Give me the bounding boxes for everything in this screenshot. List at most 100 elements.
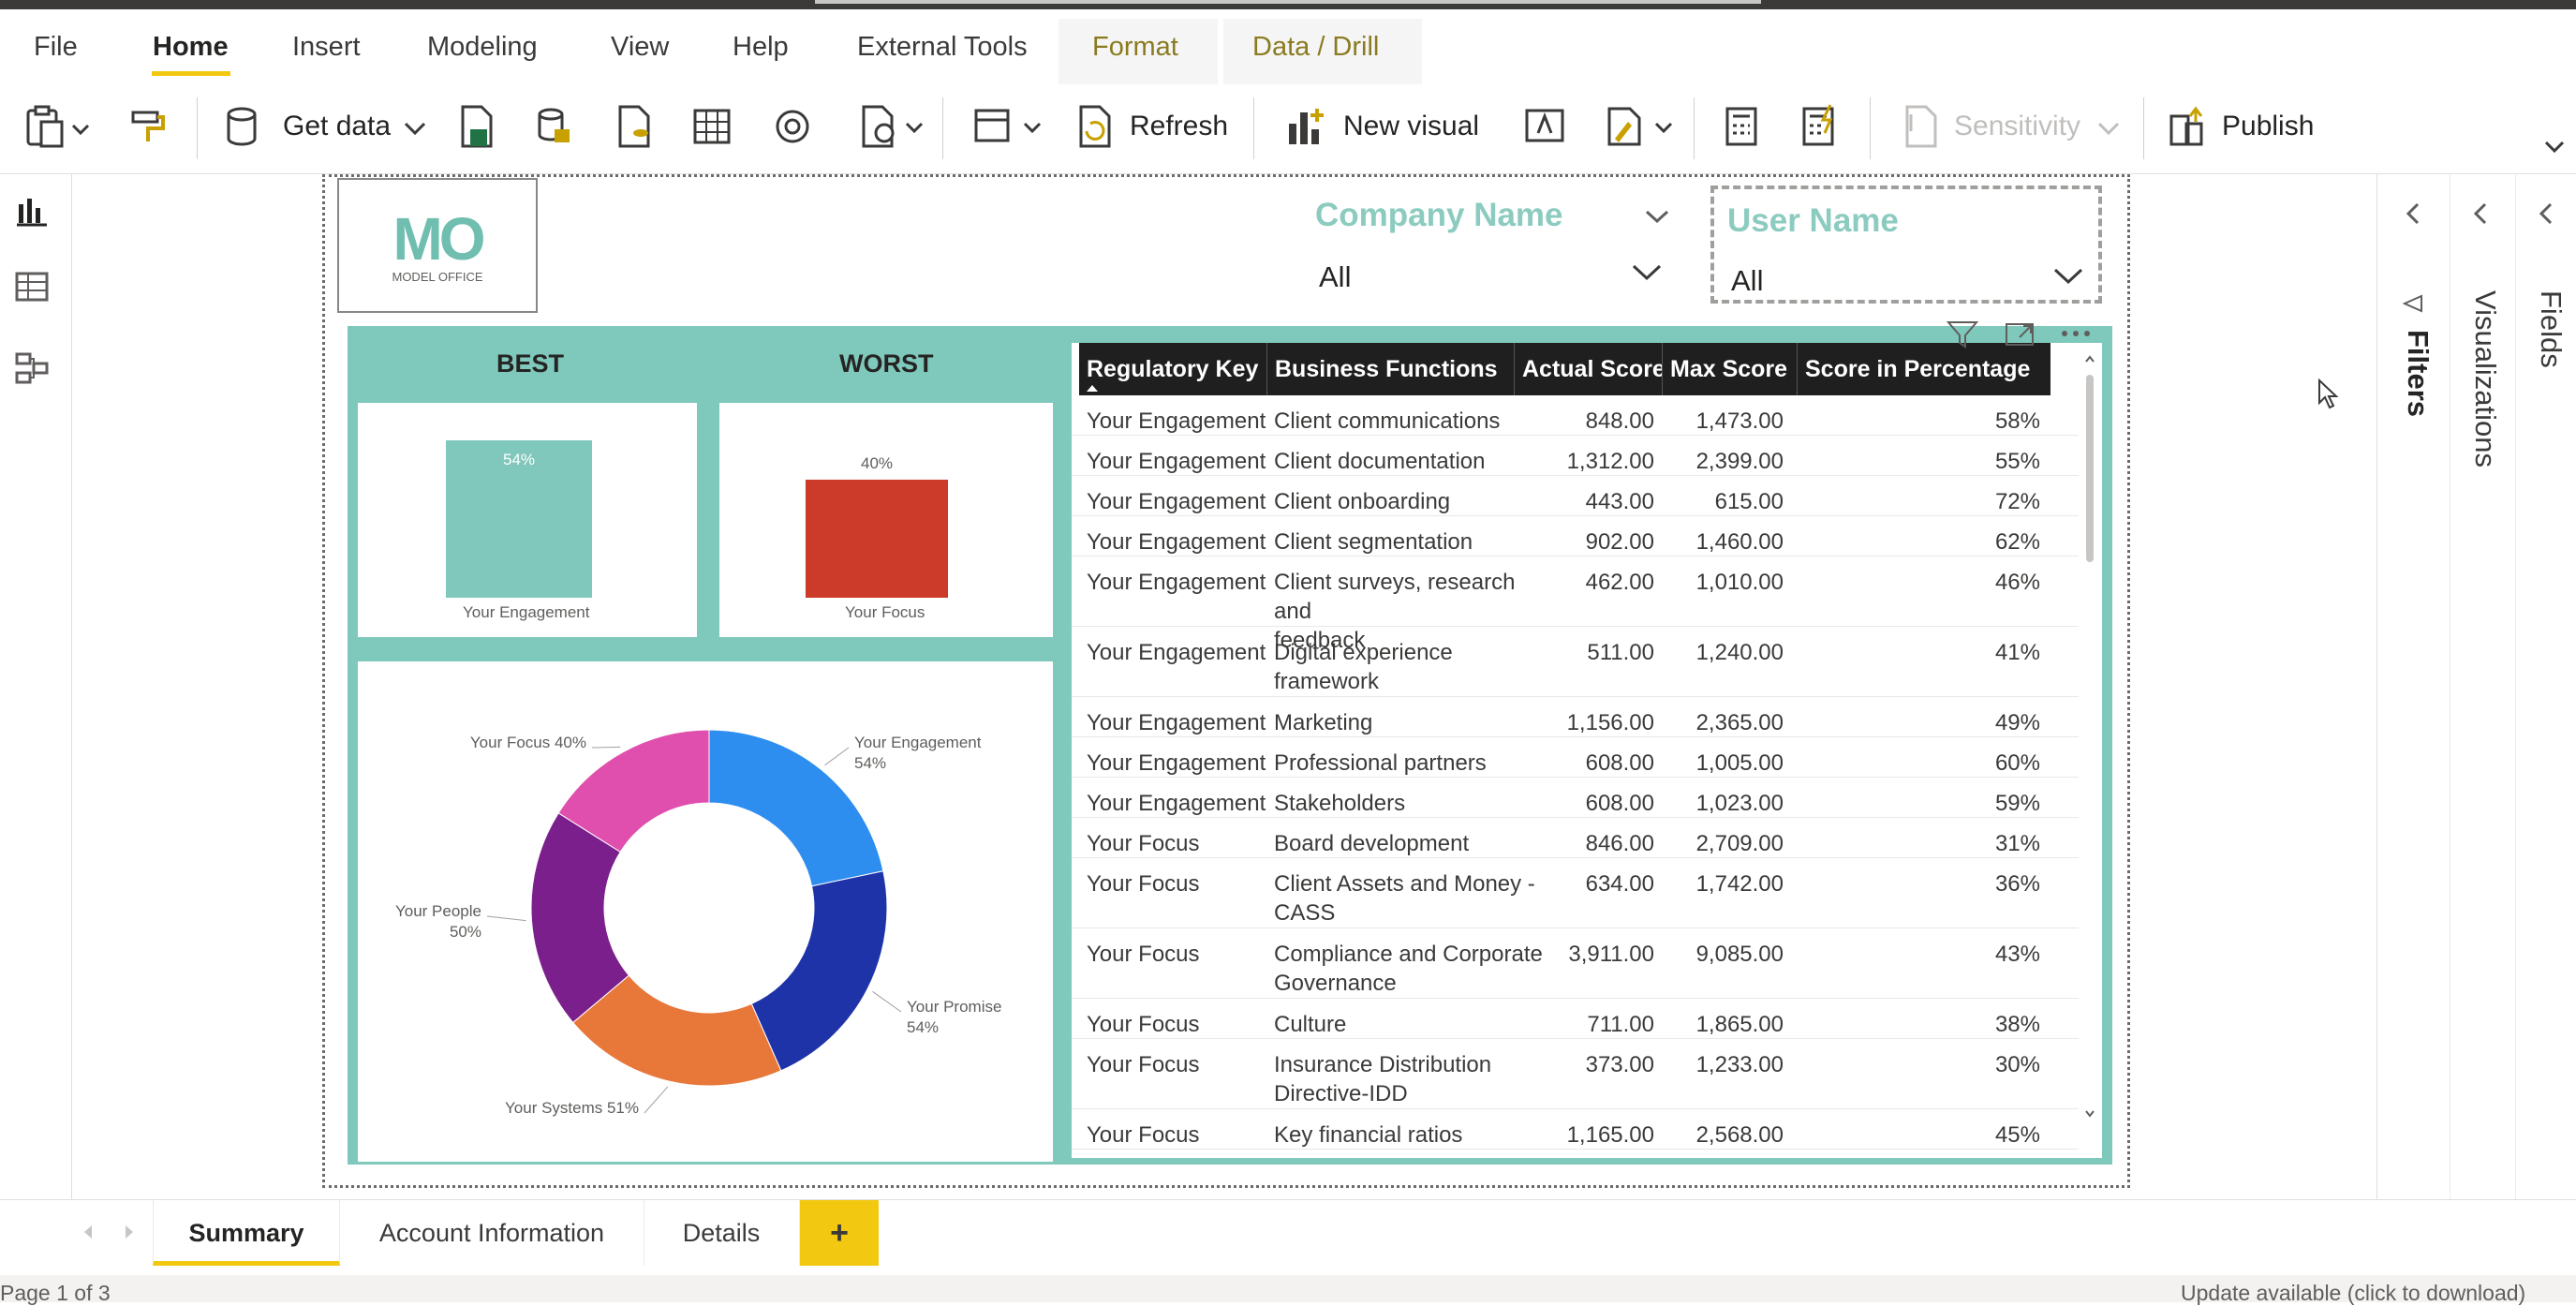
sort-ascending-icon[interactable] bbox=[1085, 383, 1100, 393]
data-view-icon[interactable] bbox=[13, 268, 51, 305]
table-row[interactable]: Your Engagement Client segmentation 902.00… bbox=[1072, 516, 2079, 557]
dataset-icon[interactable] bbox=[530, 103, 577, 150]
more-visuals-icon[interactable] bbox=[1602, 103, 1677, 150]
table-cell: Stakeholders bbox=[1274, 791, 1406, 816]
new-visual-button[interactable]: New visual bbox=[1343, 111, 1480, 141]
donut-slice[interactable] bbox=[572, 974, 782, 1087]
publish-icon[interactable] bbox=[2164, 103, 2211, 150]
page-tab-details[interactable]: Details bbox=[644, 1200, 800, 1266]
filter-icon[interactable] bbox=[1945, 319, 1980, 350]
table-row[interactable]: Your Engagement Client documentation 1,312… bbox=[1072, 436, 2079, 476]
scroll-tabs-left-icon[interactable] bbox=[79, 1223, 97, 1241]
model-view-icon[interactable] bbox=[13, 349, 51, 386]
focus-mode-icon[interactable] bbox=[2003, 319, 2038, 350]
table-row[interactable]: Your Focus Compliance and Corporate Gover… bbox=[1072, 928, 2079, 999]
visualizations-pane-label[interactable]: Visualizations bbox=[2469, 290, 2502, 467]
expand-visualizations-icon[interactable] bbox=[2470, 200, 2493, 227]
dataverse-icon[interactable] bbox=[770, 103, 817, 150]
col-header-max-score[interactable]: Max Score bbox=[1662, 343, 1798, 395]
refresh-button[interactable]: Refresh bbox=[1130, 111, 1229, 141]
col-header-business-functions[interactable]: Business Functions bbox=[1266, 343, 1515, 395]
best-bar-card[interactable]: 54% Your Engagement bbox=[358, 403, 697, 637]
refresh-icon[interactable] bbox=[1072, 103, 1118, 150]
expand-filters-icon[interactable] bbox=[2403, 200, 2425, 227]
table-cell: Client documentation bbox=[1274, 449, 1486, 474]
menu-view[interactable]: View bbox=[611, 32, 670, 62]
chevron-down-icon[interactable] bbox=[1643, 202, 1671, 230]
menu-insert[interactable]: Insert bbox=[292, 32, 361, 62]
chevron-down-icon[interactable] bbox=[2051, 262, 2085, 290]
donut-card[interactable]: Your Engagement 54% Your Promise 54% Your Sy… bbox=[358, 661, 1053, 1162]
publish-button[interactable]: Publish bbox=[2222, 111, 2315, 141]
menu-format[interactable]: Format bbox=[1092, 32, 1178, 62]
scroll-tabs-right-icon[interactable] bbox=[120, 1223, 139, 1241]
scroll-down-icon[interactable] bbox=[2083, 1107, 2096, 1120]
table-row[interactable]: Your Engagement Professional partners 608.… bbox=[1072, 737, 2079, 778]
fields-pane-label[interactable]: Fields bbox=[2535, 290, 2568, 368]
table-row[interactable]: Your Engagement Client communications 848.… bbox=[1072, 395, 2079, 436]
menu-data-drill[interactable]: Data / Drill bbox=[1252, 32, 1380, 62]
scrollbar-thumb[interactable] bbox=[2086, 375, 2094, 562]
col-header-score-percentage[interactable]: Score in Percentage bbox=[1797, 343, 2050, 395]
table-row[interactable]: Your Focus Board development 846.00 2,709.0… bbox=[1072, 818, 2079, 858]
new-measure-icon[interactable] bbox=[1718, 103, 1765, 150]
page-tab-summary[interactable]: Summary bbox=[153, 1200, 340, 1266]
collapse-ribbon-icon[interactable] bbox=[2540, 133, 2569, 161]
table-cell: 2,365.00 bbox=[1695, 710, 1784, 735]
col-header-actual-score[interactable]: Actual Score bbox=[1514, 343, 1670, 395]
scroll-up-icon[interactable] bbox=[2083, 352, 2096, 365]
donut-slice[interactable] bbox=[557, 729, 710, 853]
row-divider bbox=[1072, 435, 2079, 436]
table-cell: Your Focus bbox=[1087, 831, 1200, 856]
worst-bar-card[interactable]: 40% Your Focus bbox=[719, 403, 1053, 637]
text-box-icon[interactable] bbox=[1521, 103, 1568, 150]
table-row[interactable]: Your Engagement Digital experience framew… bbox=[1072, 627, 2079, 697]
logo[interactable]: MO MODEL OFFICE bbox=[337, 178, 538, 313]
scores-table[interactable]: Regulatory Key Business Functions Actual… bbox=[1072, 343, 2102, 1158]
col-header-regulatory-key[interactable]: Regulatory Key bbox=[1079, 343, 1274, 395]
menu-home[interactable]: Home bbox=[153, 32, 229, 62]
transform-data-icon[interactable] bbox=[970, 103, 1045, 150]
excel-icon[interactable] bbox=[453, 103, 500, 150]
table-row[interactable]: Your Focus Client Assets and Money - CASS… bbox=[1072, 858, 2079, 928]
get-data-button[interactable]: Get data bbox=[283, 111, 392, 141]
expand-fields-icon[interactable] bbox=[2536, 200, 2558, 227]
menu-file[interactable]: File bbox=[34, 32, 78, 62]
quick-measure-icon[interactable] bbox=[1795, 103, 1842, 150]
table-row[interactable]: Your Focus Insurance Distribution Directi… bbox=[1072, 1039, 2079, 1109]
new-visual-icon[interactable] bbox=[1283, 103, 1330, 150]
table-row[interactable]: Your Engagement Marketing 1,156.00 2,365.00… bbox=[1072, 697, 2079, 737]
table-scrollbar[interactable] bbox=[2083, 352, 2096, 1149]
update-available-link[interactable]: Update available (click to download) bbox=[2181, 1281, 2526, 1305]
format-painter-icon[interactable] bbox=[126, 103, 172, 150]
more-options-icon[interactable] bbox=[2057, 324, 2095, 343]
chevron-down-icon[interactable] bbox=[401, 103, 429, 150]
data-drill-tab-bg bbox=[1223, 19, 1422, 84]
menu-help[interactable]: Help bbox=[733, 32, 789, 62]
donut-slice[interactable] bbox=[708, 729, 884, 887]
table-row[interactable]: Your Engagement Client onboarding 443.00 61… bbox=[1072, 476, 2079, 516]
table-row[interactable]: Your Engagement Stakeholders 608.00 1,023.0… bbox=[1072, 778, 2079, 818]
enter-data-icon[interactable] bbox=[689, 103, 736, 150]
table-row[interactable]: Your Focus Key financial ratios 1,165.00 2,… bbox=[1072, 1109, 2079, 1150]
menu-external-tools[interactable]: External Tools bbox=[857, 32, 1028, 62]
table-row[interactable]: Your Engagement Client surveys, research … bbox=[1072, 557, 2079, 653]
add-page-button[interactable]: + bbox=[800, 1200, 879, 1266]
report-view-icon[interactable] bbox=[13, 191, 51, 229]
sql-server-icon[interactable] bbox=[611, 103, 658, 150]
user-name-slicer[interactable]: User Name All bbox=[1710, 186, 2102, 304]
table-cell: Your Focus bbox=[1087, 871, 1200, 897]
chevron-down-icon[interactable] bbox=[1630, 259, 1664, 287]
database-icon[interactable] bbox=[221, 103, 268, 150]
filters-pane-label[interactable]: Filters bbox=[2402, 330, 2435, 418]
page-tab-account-information[interactable]: Account Information bbox=[340, 1200, 644, 1266]
table-cell: 49% bbox=[1994, 710, 2040, 735]
best-header: BEST bbox=[496, 349, 565, 378]
company-name-slicer[interactable]: Company Name All bbox=[1308, 184, 1682, 305]
donut-slice[interactable] bbox=[750, 870, 888, 1072]
paste-icon[interactable] bbox=[24, 103, 96, 150]
table-row[interactable]: Your Focus Culture 711.00 1,865.00 38% bbox=[1072, 999, 2079, 1039]
recent-sources-icon[interactable] bbox=[856, 103, 927, 150]
table-cell: 41% bbox=[1994, 640, 2040, 665]
menu-modeling[interactable]: Modeling bbox=[427, 32, 538, 62]
